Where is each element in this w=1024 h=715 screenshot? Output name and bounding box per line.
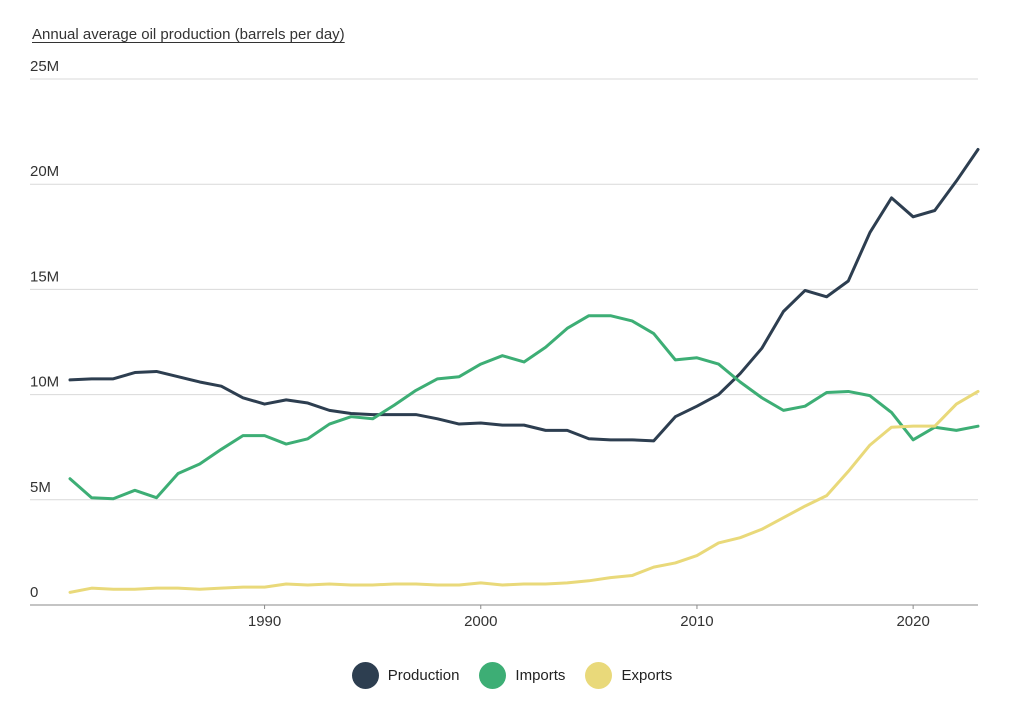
- y-tick-label: 5M: [30, 479, 51, 496]
- x-tick-label: 2000: [464, 613, 497, 630]
- legend-label: Exports: [621, 667, 673, 684]
- series-line-imports: [68, 314, 980, 501]
- y-tick-label: 10M: [30, 374, 59, 391]
- x-tick-label: 2010: [680, 613, 713, 630]
- y-tick-label: 0: [30, 584, 38, 601]
- x-axis-tick-labels: 1990 2000 2010 2020: [248, 605, 930, 630]
- y-tick-label: 25M: [30, 58, 59, 75]
- y-axis-tick-labels: 0 5M 10M 15M 20M 25M: [30, 58, 59, 601]
- grid-layer: [30, 78, 978, 606]
- legend-swatch: [585, 662, 613, 689]
- chart-title: Annual average oil production (barrels p…: [32, 26, 345, 43]
- series-layer: [68, 147, 980, 594]
- x-tick-label: 1990: [248, 613, 281, 630]
- legend-label: Imports: [515, 667, 566, 684]
- legend-item-exports: Exports: [585, 662, 672, 689]
- series-line-production: [68, 147, 980, 443]
- x-tick-label: 2020: [896, 613, 929, 630]
- y-tick-label: 15M: [30, 268, 59, 285]
- legend-swatch: [479, 662, 507, 689]
- legend-item-imports: Imports: [479, 662, 565, 689]
- legend-label: Production: [387, 667, 460, 684]
- legend-swatch: [351, 662, 379, 689]
- y-tick-label: 20M: [30, 163, 59, 180]
- series-line-exports: [68, 389, 980, 594]
- legend-item-production: Production: [351, 662, 460, 689]
- legend: Production Imports Exports: [0, 662, 1024, 689]
